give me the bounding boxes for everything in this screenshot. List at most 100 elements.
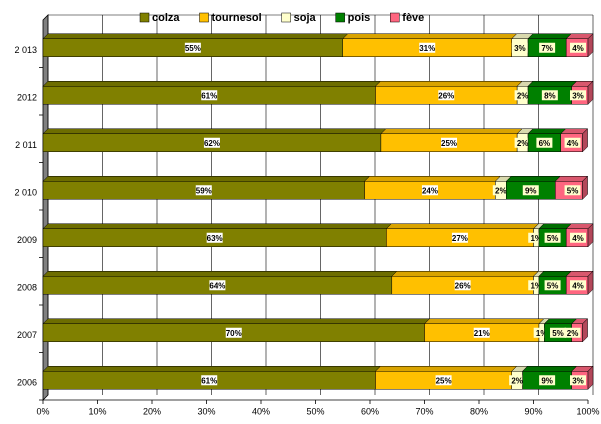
- data-label: 4%: [572, 234, 584, 243]
- data-label: 64%: [209, 281, 225, 290]
- bar-top: [391, 271, 540, 277]
- label-bg: [421, 185, 438, 196]
- data-label: 1%: [530, 281, 542, 290]
- data-label: 4%: [572, 281, 584, 290]
- legend-label: fève: [402, 12, 424, 24]
- data-label: 4%: [567, 139, 579, 148]
- y-tick-label: 2012: [17, 93, 37, 103]
- legend-swatch: [390, 12, 400, 23]
- data-label: 61%: [201, 91, 217, 100]
- bar-side: [582, 318, 588, 343]
- bar-top: [42, 223, 392, 229]
- data-label: 26%: [455, 281, 471, 290]
- bar-top: [42, 33, 349, 39]
- label-bg: [564, 327, 581, 338]
- label-bg: [209, 280, 226, 291]
- label-bg: [570, 42, 586, 53]
- bar-top: [423, 318, 545, 324]
- data-label: 9%: [541, 376, 553, 385]
- data-label: 5%: [547, 281, 559, 290]
- data-label: 3%: [572, 91, 584, 100]
- data-label: 25%: [441, 139, 457, 148]
- label-bg: [539, 375, 556, 386]
- bar-top: [505, 176, 561, 182]
- label-bg: [201, 375, 218, 386]
- label-bg: [451, 232, 468, 243]
- label-bg: [184, 42, 201, 53]
- label-bg: [528, 232, 545, 243]
- legend-label: pois: [348, 12, 371, 24]
- x-tick-label: 70%: [415, 406, 433, 416]
- bar-top: [527, 128, 567, 134]
- bar-top: [363, 176, 501, 182]
- data-label: 7%: [541, 44, 553, 53]
- label-bg: [536, 137, 553, 148]
- bar-top: [42, 128, 387, 134]
- label-bg: [206, 232, 223, 243]
- label-bg: [419, 42, 436, 53]
- label-bg: [539, 42, 556, 53]
- data-label: 2%: [511, 376, 523, 385]
- label-bg: [570, 375, 586, 386]
- bar-top: [42, 176, 371, 182]
- legend-swatch: [199, 12, 209, 23]
- data-label: 1%: [536, 329, 548, 338]
- label-bg: [511, 42, 528, 53]
- label-bg: [544, 232, 561, 243]
- data-label: 2%: [495, 186, 507, 195]
- bar-top: [527, 33, 572, 39]
- label-bg: [528, 280, 545, 291]
- label-bg: [203, 137, 220, 148]
- label-bg: [544, 280, 561, 291]
- bar-top: [385, 223, 540, 229]
- data-label: 5%: [567, 186, 579, 195]
- label-bg: [225, 327, 242, 338]
- bar-top: [42, 81, 382, 87]
- bar-top: [374, 366, 518, 372]
- x-tick-label: 0%: [36, 406, 49, 416]
- label-bg: [195, 185, 212, 196]
- bar-top: [554, 176, 589, 182]
- data-label: 31%: [419, 44, 435, 53]
- data-label: 55%: [185, 44, 201, 53]
- data-label: 8%: [544, 91, 556, 100]
- bar-top: [42, 366, 382, 372]
- bar-top: [538, 271, 572, 277]
- y-tick-label: 2007: [17, 330, 37, 340]
- label-bg: [473, 327, 490, 338]
- label-bg: [201, 90, 218, 101]
- bar-top: [380, 128, 523, 134]
- bar-top: [538, 223, 572, 229]
- data-label: 1%: [530, 234, 542, 243]
- data-label: 26%: [438, 91, 454, 100]
- x-tick-label: 60%: [361, 406, 379, 416]
- bar-top: [521, 366, 578, 372]
- data-label: 27%: [452, 234, 468, 243]
- left-wall: [42, 14, 49, 401]
- bar-side: [587, 80, 594, 105]
- y-tick-label: 2 013: [14, 45, 37, 55]
- y-tick-label: 2 011: [15, 140, 37, 150]
- data-label: 61%: [201, 376, 217, 385]
- bar-top: [374, 81, 523, 87]
- bar-top: [527, 81, 578, 87]
- data-label: 5%: [547, 234, 559, 243]
- label-bg: [570, 280, 586, 291]
- label-bg: [441, 137, 458, 148]
- label-bg: [522, 185, 539, 196]
- x-tick-label: 20%: [143, 406, 161, 416]
- data-label: 2%: [517, 139, 529, 148]
- y-tick-label: 2006: [17, 378, 37, 388]
- bar-top: [42, 271, 398, 277]
- label-bg: [550, 327, 567, 338]
- bar-top: [42, 318, 431, 324]
- bar-top: [543, 318, 578, 324]
- legend-swatch: [281, 12, 291, 23]
- x-tick-label: 50%: [306, 406, 324, 416]
- y-tick-label: 2008: [17, 283, 37, 293]
- x-tick-label: 30%: [197, 406, 215, 416]
- data-label: 6%: [539, 139, 551, 148]
- data-label: 63%: [207, 234, 223, 243]
- data-label: 2%: [567, 329, 579, 338]
